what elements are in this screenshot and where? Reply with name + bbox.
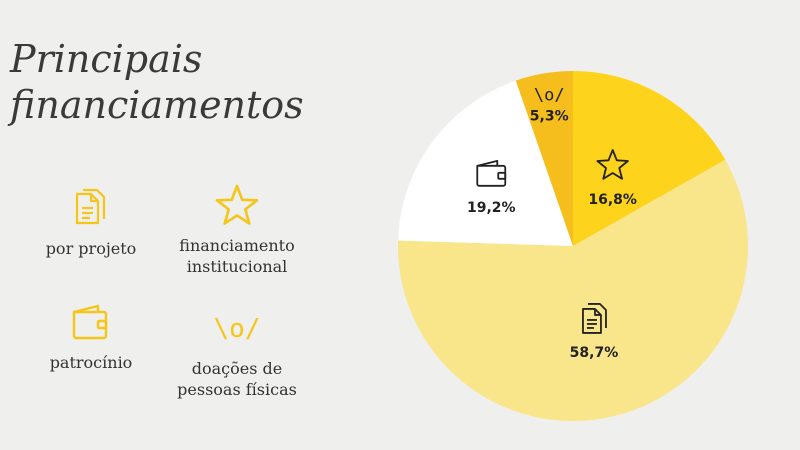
cheering-person-icon: \o/	[534, 85, 565, 105]
legend-item-doacoes: \o/ doações de pessoas físicas	[152, 306, 322, 400]
wallet-icon	[476, 159, 507, 187]
title-line-1: Principais	[10, 37, 203, 81]
legend-item-patrocinio: patrocínio	[6, 300, 176, 373]
title-line-2: financiamentos	[10, 83, 304, 127]
star-icon	[215, 184, 259, 225]
legend-item-institucional: financiamento institucional	[152, 183, 322, 277]
legend-label-line-2: pessoas físicas	[177, 380, 297, 399]
documents-icon	[75, 188, 106, 225]
pie-data-label: 19,2%	[467, 200, 516, 216]
pie-data-label: 58,7%	[570, 345, 619, 361]
page-title: Principais financiamentos	[10, 36, 340, 128]
legend-label-line-1: financiamento	[179, 236, 295, 255]
pie-slice-por-projeto	[398, 159, 748, 422]
pie-slice-financiamento-institucional	[573, 71, 726, 246]
cheering-person-icon: \o/	[213, 314, 261, 344]
legend-label-line-1: doações de	[191, 359, 283, 378]
wallet-icon	[72, 304, 108, 340]
pie-slice-doações-de-pessoas-físicas	[515, 71, 573, 246]
legend-item-por-projeto: por projeto	[6, 186, 176, 259]
legend-label: patrocínio	[49, 353, 133, 372]
legend-label: por projeto	[45, 239, 137, 258]
pie-data-label: 16,8%	[588, 192, 637, 208]
legend-label-line-2: institucional	[186, 257, 288, 276]
documents-icon	[582, 303, 607, 334]
pie-data-label: 5,3%	[530, 108, 569, 124]
star-icon	[596, 149, 629, 180]
